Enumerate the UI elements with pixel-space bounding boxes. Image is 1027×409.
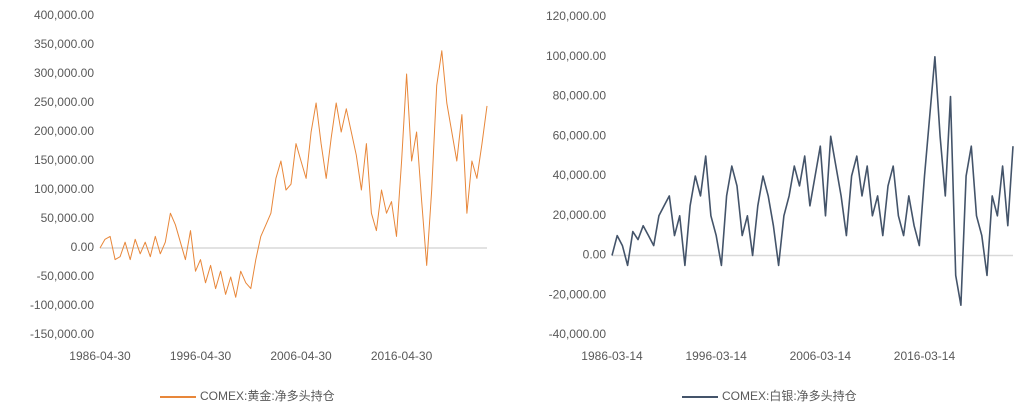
y-tick-label: -50,000.00 <box>37 269 95 283</box>
x-tick-label: 1986-03-14 <box>581 349 643 363</box>
y-tick-label: -20,000.00 <box>549 287 607 301</box>
y-tick-label: 200,000.00 <box>34 124 94 138</box>
y-tick-label: 120,000.00 <box>546 9 606 23</box>
x-tick-label: 1996-04-30 <box>170 349 232 363</box>
x-tick-label: 1986-04-30 <box>69 349 131 363</box>
y-tick-label: 80,000.00 <box>553 89 607 103</box>
y-tick-label: 40,000.00 <box>553 168 607 182</box>
y-tick-label: 150,000.00 <box>34 153 94 167</box>
series-line <box>611 56 1014 306</box>
y-tick-label: -150,000.00 <box>30 327 94 341</box>
y-tick-label: 0.00 <box>71 240 95 254</box>
y-tick-label: 400,000.00 <box>34 8 94 22</box>
y-tick-label: 100,000.00 <box>34 182 94 196</box>
y-tick-label: 350,000.00 <box>34 37 94 51</box>
legend-label: COMEX:黄金:净多头持仓 <box>200 388 335 403</box>
y-tick-label: 100,000.00 <box>546 49 606 63</box>
y-tick-label: 0.00 <box>583 248 607 262</box>
y-tick-label: 60,000.00 <box>553 128 607 142</box>
x-tick-label: 2006-03-14 <box>790 349 852 363</box>
x-tick-label: 2016-03-14 <box>894 349 956 363</box>
y-tick-label: 20,000.00 <box>553 208 607 222</box>
y-tick-label: 50,000.00 <box>41 211 95 225</box>
y-tick-label: 250,000.00 <box>34 95 94 109</box>
y-tick-label: 300,000.00 <box>34 66 94 80</box>
y-tick-label: -40,000.00 <box>549 327 607 341</box>
legend-label: COMEX:白银:净多头持仓 <box>722 388 857 403</box>
y-tick-label: -100,000.00 <box>30 298 94 312</box>
x-tick-label: 2016-04-30 <box>371 349 433 363</box>
x-tick-label: 1996-03-14 <box>685 349 747 363</box>
x-tick-label: 2006-04-30 <box>270 349 332 363</box>
series-line <box>99 50 488 298</box>
